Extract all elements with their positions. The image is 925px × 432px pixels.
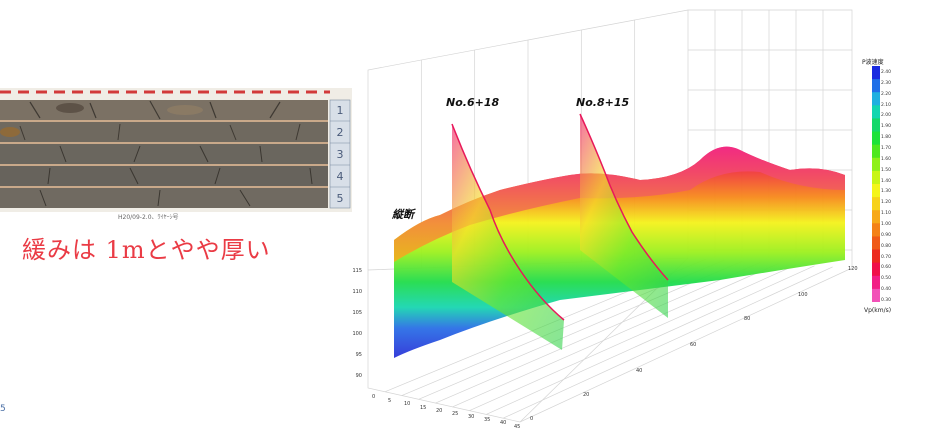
cross-section-no6-18 — [451, 123, 565, 350]
legend-tick: 2.00 — [881, 113, 892, 119]
legend-color-swatch — [872, 144, 880, 159]
z-tick: 100 — [352, 331, 362, 337]
x-tick: 45 — [514, 424, 520, 430]
legend-color-swatch — [872, 131, 880, 146]
legend-color-swatch — [872, 66, 880, 80]
legend-color-swatch — [872, 118, 880, 133]
legend-color-swatch — [872, 249, 880, 264]
legend-tick: 0.90 — [881, 232, 892, 238]
legend-tick: 0.60 — [881, 265, 892, 271]
core-caption: H20/09-2.0、ﾜｲﾔｰｼ号 — [118, 214, 179, 221]
legend-color-swatch — [872, 197, 880, 211]
box-number: 1 — [337, 104, 344, 117]
core-note: 緩みは 1mとやや厚い — [22, 236, 271, 264]
legend-tick: 0.30 — [881, 298, 892, 303]
z-tick: 105 — [352, 310, 362, 316]
z-axis-ticks: 115 110 105 100 95 90 — [352, 268, 362, 379]
legend-tick: 1.70 — [881, 146, 892, 151]
legend-tick: 0.50 — [881, 276, 892, 282]
x-tick: 5 — [388, 398, 391, 404]
box-number: 3 — [337, 148, 344, 161]
legend-tick: 2.30 — [881, 80, 892, 86]
x-tick: 25 — [452, 411, 458, 417]
legend-tick: 1.50 — [881, 167, 892, 173]
legend-color-swatch — [872, 236, 880, 251]
legend-tick: 0.40 — [881, 287, 892, 293]
z-tick: 115 — [352, 268, 362, 274]
y-tick: 120 — [848, 266, 858, 272]
legend-tick: 2.10 — [881, 102, 892, 108]
y-tick: 60 — [690, 342, 696, 348]
legend-color-swatch — [872, 223, 880, 237]
legend-tick: 1.30 — [881, 189, 892, 195]
legend-tick: 1.10 — [881, 211, 892, 217]
legend-title: P波速度 — [862, 59, 884, 66]
box-number: 4 — [337, 170, 344, 183]
y-tick: 80 — [744, 316, 750, 322]
z-tick: 90 — [356, 373, 362, 379]
x-tick: 30 — [468, 414, 474, 420]
x-tick: 10 — [404, 401, 410, 407]
legend-unit: Vp(km/s) — [864, 307, 892, 314]
page-number: 5 — [0, 404, 6, 414]
legend-tick: 1.40 — [881, 178, 892, 184]
box-number: 5 — [337, 192, 344, 205]
y-axis-ticks: 0 20 40 60 80 100 120 — [530, 266, 858, 422]
legend-color-bar — [872, 66, 880, 302]
legend-color-swatch — [872, 275, 880, 290]
legend-tick: 1.60 — [881, 156, 892, 162]
legend-color-swatch — [872, 92, 880, 106]
legend-color-swatch — [872, 157, 880, 172]
legend-tick: 0.70 — [881, 254, 892, 260]
x-tick: 40 — [500, 420, 506, 426]
legend-color-swatch — [872, 105, 880, 119]
legend-tick: 2.20 — [881, 91, 892, 97]
legend-color-swatch — [872, 170, 880, 185]
legend-color-swatch — [872, 210, 880, 224]
legend-tick: 0.80 — [881, 243, 892, 249]
legend-color-swatch — [872, 262, 880, 277]
x-tick: 15 — [420, 405, 426, 411]
legend-tick: 1.20 — [881, 200, 892, 206]
cross-section-no8-15 — [579, 113, 669, 318]
x-tick: 20 — [436, 408, 442, 414]
core-photo: 1 2 3 4 5 — [0, 88, 352, 212]
x-tick: 0 — [372, 394, 375, 400]
x-axis-ticks: 0 5 10 15 20 25 30 35 40 45 — [372, 394, 520, 430]
y-tick: 0 — [530, 416, 533, 422]
y-tick: 40 — [636, 368, 642, 374]
section-label-no6-18: No.6+18 — [446, 96, 500, 109]
legend-tick: 2.40 — [881, 70, 892, 75]
legend-tick: 1.00 — [881, 222, 892, 227]
x-tick: 35 — [484, 417, 490, 423]
velocity-model-3d: 115 110 105 100 95 90 0 5 10 15 20 25 30… — [352, 9, 858, 430]
legend-tick: 1.90 — [881, 124, 892, 130]
section-label-longitudinal: 縦断 — [392, 208, 414, 221]
section-label-no8-15: No.8+15 — [576, 96, 630, 109]
core-rows — [0, 100, 328, 208]
legend-color-swatch — [872, 288, 880, 302]
box-number: 2 — [337, 126, 344, 139]
y-tick: 100 — [798, 292, 808, 298]
legend-color-swatch — [872, 79, 880, 93]
legend-tick: 1.80 — [881, 135, 892, 141]
y-tick: 20 — [583, 392, 589, 398]
z-tick: 95 — [356, 352, 362, 358]
legend-color-swatch — [872, 184, 880, 198]
z-tick: 110 — [352, 289, 362, 295]
